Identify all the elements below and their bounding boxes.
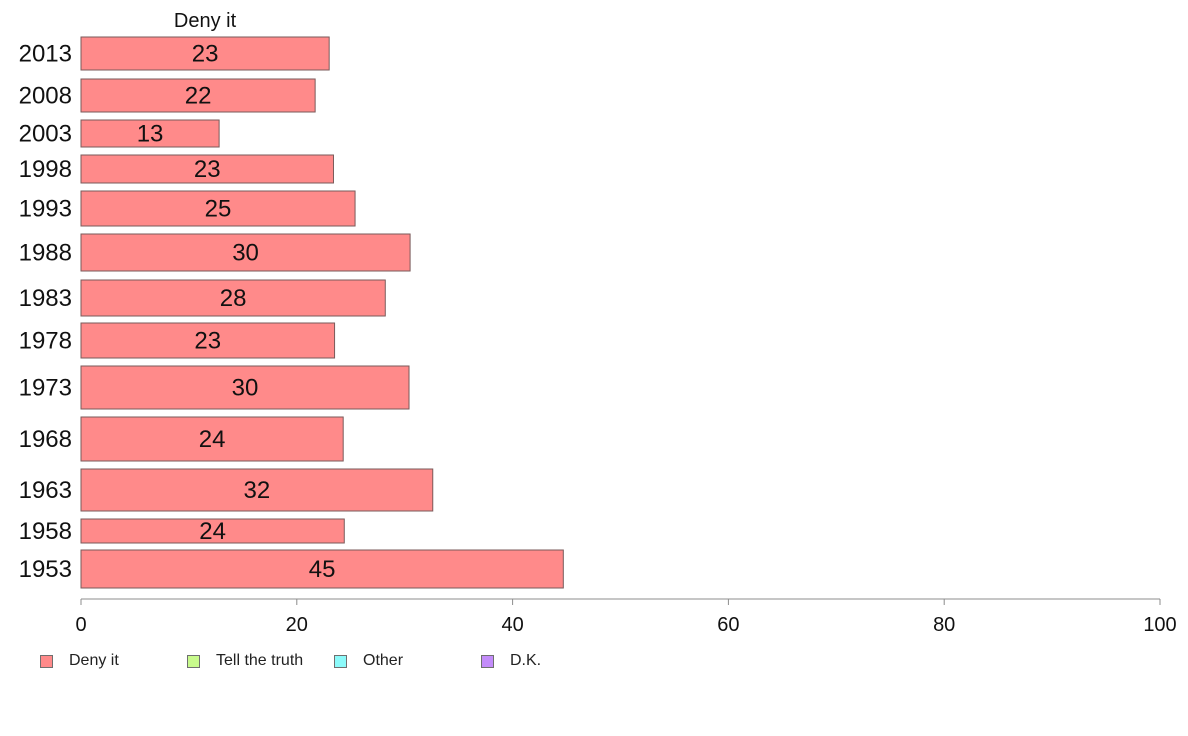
bar-1978 xyxy=(80,322,336,359)
bar-value-label-1993: 25 xyxy=(205,196,232,223)
bar-value-label-2013: 23 xyxy=(192,41,219,68)
y-tick-label-1963: 1963 xyxy=(19,477,72,504)
legend-item-deny-it: Deny it xyxy=(40,652,119,670)
y-tick-label-1973: 1973 xyxy=(19,375,72,402)
bar-1953 xyxy=(80,549,564,589)
bar-2013 xyxy=(80,36,330,71)
legend: Deny it Tell the truth Other D.K. xyxy=(40,652,740,674)
bar-1968 xyxy=(80,416,344,462)
x-axis: 0 20 40 60 80 100 xyxy=(75,598,1177,636)
y-axis-labels: 2013 2008 2003 1998 1993 1988 1983 1978 1973 1968… xyxy=(19,41,72,584)
x-tick-label-100: 100 xyxy=(1143,614,1176,636)
bar-value-label-2008: 22 xyxy=(185,83,212,110)
x-tick-label-0: 0 xyxy=(75,614,86,636)
bar-1993 xyxy=(80,190,356,227)
bar-1963 xyxy=(80,468,434,512)
bar-value-label-1983: 28 xyxy=(220,285,247,312)
legend-swatch-tell-the-truth xyxy=(187,654,200,668)
y-tick-label-2003: 2003 xyxy=(19,121,72,148)
y-tick-label-1998: 1998 xyxy=(19,156,72,183)
x-tick-label-40: 40 xyxy=(501,614,523,636)
bar-value-label-1963: 32 xyxy=(244,477,271,504)
y-tick-label-1988: 1988 xyxy=(19,240,72,267)
bar-value-label-2003: 13 xyxy=(137,121,164,148)
x-tick-label-60: 60 xyxy=(717,614,739,636)
bar-1983 xyxy=(80,279,386,317)
legend-label-dk: D.K. xyxy=(510,652,542,669)
bar-2008 xyxy=(80,78,316,113)
bar-value-label-1978: 23 xyxy=(194,328,221,355)
y-tick-label-2008: 2008 xyxy=(19,83,72,110)
bar-1988 xyxy=(80,233,411,272)
bar-value-label-1968: 24 xyxy=(199,426,226,453)
bar-1973 xyxy=(80,365,410,410)
legend-item-dk: D.K. xyxy=(481,652,541,670)
legend-label-other: Other xyxy=(363,652,404,669)
chart-title: Deny it xyxy=(174,10,237,32)
legend-label-tell-the-truth: Tell the truth xyxy=(216,652,304,669)
bar-value-label-1958: 24 xyxy=(199,518,226,545)
y-tick-label-1983: 1983 xyxy=(19,285,72,312)
x-tick-label-20: 20 xyxy=(286,614,308,636)
bar-1958 xyxy=(80,518,345,544)
bar-value-label-1973: 30 xyxy=(232,375,259,402)
bar-value-label-1988: 30 xyxy=(232,240,259,267)
x-tick-label-80: 80 xyxy=(933,614,955,636)
bar-value-label-1998: 23 xyxy=(194,156,221,183)
legend-label-deny-it: Deny it xyxy=(69,652,119,669)
y-tick-label-1953: 1953 xyxy=(19,556,72,583)
legend-swatch-dk xyxy=(481,654,494,668)
legend-swatch-deny-it xyxy=(40,654,53,668)
y-tick-label-2013: 2013 xyxy=(19,41,72,68)
bar-1998 xyxy=(80,154,334,184)
bar-value-label-1953: 45 xyxy=(309,556,336,583)
legend-item-tell-the-truth: Tell the truth xyxy=(187,652,303,670)
y-tick-label-1968: 1968 xyxy=(19,426,72,453)
legend-item-other: Other xyxy=(334,652,403,670)
bar-2003 xyxy=(80,119,220,148)
legend-swatch-other xyxy=(334,654,347,668)
y-tick-label-1978: 1978 xyxy=(19,328,72,355)
y-tick-label-1993: 1993 xyxy=(19,196,72,223)
y-tick-label-1958: 1958 xyxy=(19,518,72,545)
